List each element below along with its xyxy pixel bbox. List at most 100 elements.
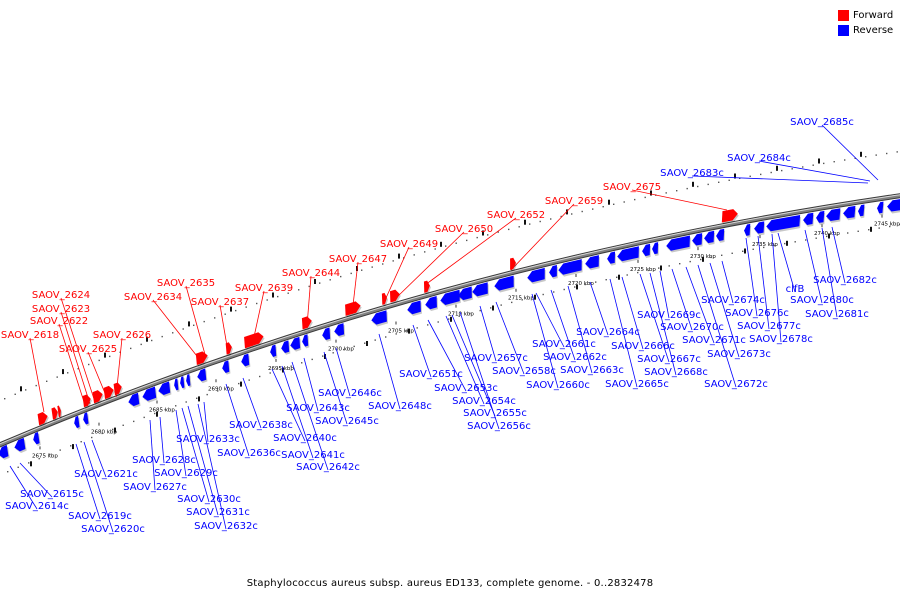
reverse-gene-arrow [472, 282, 489, 299]
gene-label[interactable]: SAOV_2635 [157, 278, 215, 289]
gene-label[interactable]: SAOV_2626 [93, 330, 151, 341]
gene-label[interactable]: SAOV_2646c [318, 388, 382, 399]
gene-body [766, 214, 801, 232]
gene-label[interactable]: SAOV_2633c [176, 434, 240, 445]
gene-label[interactable]: SAOV_2655c [463, 408, 527, 419]
gene-label[interactable]: SAOV_2656c [467, 421, 531, 432]
gene-label[interactable]: SAOV_2675 [603, 182, 661, 193]
gene-label[interactable]: SAOV_2672c [704, 379, 768, 390]
gene-label[interactable]: SAOV_2678c [749, 334, 813, 345]
gene-label[interactable]: SAOV_2644 [282, 268, 340, 279]
gene-label[interactable]: SAOV_2654c [452, 396, 516, 407]
gene-label[interactable]: clfB [786, 284, 805, 295]
gene-body [103, 385, 114, 400]
label-leader-line [187, 405, 219, 516]
gene-label[interactable]: SAOV_2674c [701, 295, 765, 306]
reverse-gene-arrow [642, 243, 652, 258]
gene-label[interactable]: SAOV_2636c [217, 448, 281, 459]
gene-label[interactable]: SAOV_2665c [605, 379, 669, 390]
gene-label[interactable]: SAOV_2657c [464, 353, 528, 364]
track-dot [784, 242, 786, 245]
track-dot [25, 389, 27, 391]
gene-label[interactable]: SAOV_2632c [194, 521, 258, 532]
gene-label[interactable]: SAOV_2629c [154, 468, 218, 479]
gene-label[interactable]: SAOV_2684c [727, 153, 791, 164]
track-dot [343, 348, 345, 351]
forward-gene-arrow [195, 351, 209, 367]
gene-label[interactable]: SAOV_2641c [281, 450, 345, 461]
gene-label[interactable]: SAOV_2685c [790, 117, 854, 128]
track-dot [151, 339, 153, 342]
gene-label[interactable]: SAOV_2637 [191, 297, 249, 308]
gene-label[interactable]: SAOV_2658c [492, 366, 556, 377]
track-dot [518, 226, 520, 228]
gene-label[interactable]: SAOV_2662c [543, 352, 607, 363]
gene-label[interactable]: SAOV_2623 [32, 304, 90, 315]
gene-label[interactable]: SAOV_2614c [5, 501, 69, 512]
track-dot [802, 166, 804, 168]
label-leader-line [203, 401, 209, 443]
gene-label[interactable]: SAOV_2648c [368, 401, 432, 412]
gene-label[interactable]: SAOV_2677c [737, 321, 801, 332]
gene-label[interactable]: SAOV_2620c [81, 524, 145, 535]
gene-label[interactable]: SAOV_2661c [532, 339, 596, 350]
gene-label[interactable]: SAOV_2639 [235, 283, 293, 294]
gene-label[interactable]: SAOV_2683c [660, 168, 724, 179]
track-tick [156, 411, 158, 417]
gene-label[interactable]: SAOV_2660c [526, 380, 590, 391]
gene-body [458, 286, 472, 301]
gene-label[interactable]: SAOV_2640c [273, 433, 337, 444]
track-dot [14, 393, 16, 395]
track-dot [539, 220, 541, 223]
gene-label[interactable]: SAOV_2650 [435, 224, 493, 235]
gene-label[interactable]: SAOV_2618 [1, 330, 59, 341]
gene-label[interactable]: SAOV_2652 [487, 210, 545, 221]
gene-label[interactable]: SAOV_2676c [725, 308, 789, 319]
label-leader-line [303, 357, 319, 412]
gene-label[interactable]: SAOV_2630c [177, 494, 241, 505]
gene-label[interactable]: SAOV_2673c [707, 349, 771, 360]
gene-label[interactable]: SAOV_2625 [59, 344, 117, 355]
gene-label[interactable]: SAOV_2659 [545, 196, 603, 207]
gene-label[interactable]: SAOV_2670c [660, 322, 724, 333]
gene-label[interactable]: SAOV_2643c [286, 403, 350, 414]
gene-label[interactable]: SAOV_2671c [682, 335, 746, 346]
gene-label[interactable]: SAOV_2627c [123, 482, 187, 493]
reverse-gene-arrow [766, 214, 801, 234]
gene-label[interactable]: SAOV_2653c [434, 383, 498, 394]
track-dot [637, 271, 639, 274]
gene-label[interactable]: SAOV_2628c [132, 455, 196, 466]
gene-label[interactable]: SAOV_2680c [790, 295, 854, 306]
gene-label[interactable]: SAOV_2664c [576, 327, 640, 338]
gene-label[interactable]: SAOV_2631c [186, 507, 250, 518]
gene-label[interactable]: SAOV_2669c [637, 310, 701, 321]
label-leader-line [745, 237, 758, 317]
gene-label[interactable]: SAOV_2621c [74, 469, 138, 480]
gene-label[interactable]: SAOV_2682c [813, 275, 877, 286]
track-dot [770, 171, 772, 174]
track-dot [542, 293, 544, 296]
label-leader-line [335, 347, 351, 397]
track-dot [490, 307, 492, 309]
track-dot [280, 368, 282, 371]
gene-label[interactable]: SAOV_2647 [329, 254, 387, 265]
gene-label[interactable]: SAOV_2624 [32, 290, 90, 301]
gene-label[interactable]: SAOV_2681c [805, 309, 869, 320]
gene-label[interactable]: SAOV_2663c [560, 365, 624, 376]
gene-label[interactable]: SAOV_2645c [315, 416, 379, 427]
gene-label[interactable]: SAOV_2651c [399, 369, 463, 380]
gene-label[interactable]: SAOV_2634 [124, 292, 182, 303]
gene-label[interactable]: SAOV_2667c [637, 354, 701, 365]
gene-label[interactable]: SAOV_2649 [380, 239, 438, 250]
track-dot [332, 352, 334, 354]
gene-label[interactable]: SAOV_2668c [644, 367, 708, 378]
track-dot [164, 408, 166, 411]
gene-label[interactable]: SAOV_2642c [296, 462, 360, 473]
gene-label[interactable]: SAOV_2619c [68, 511, 132, 522]
gene-label[interactable]: SAOV_2615c [20, 489, 84, 500]
gene-label[interactable]: SAOV_2622 [30, 316, 88, 327]
track-dot [140, 343, 142, 346]
gene-label[interactable]: SAOV_2638c [229, 420, 293, 431]
genome-backbone [0, 193, 900, 448]
gene-label[interactable]: SAOV_2666c [611, 341, 675, 352]
